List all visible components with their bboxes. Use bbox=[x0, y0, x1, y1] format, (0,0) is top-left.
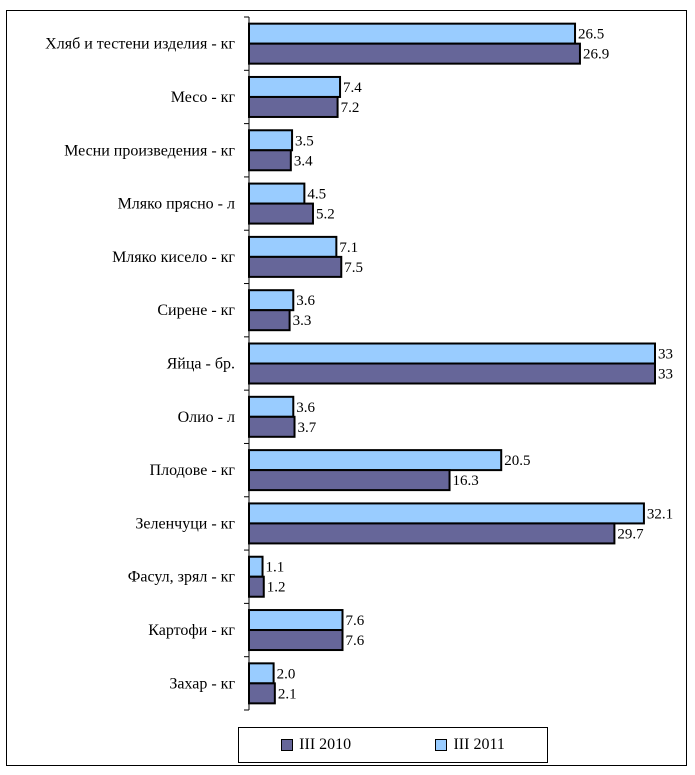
bar-2011 bbox=[248, 662, 275, 685]
data-label: 3.7 bbox=[298, 420, 317, 436]
bar-2011 bbox=[248, 449, 503, 472]
bar-2010 bbox=[248, 255, 343, 278]
category-label: Захар - кг bbox=[169, 675, 235, 692]
category-label: Олио - л bbox=[178, 409, 235, 426]
category-label: Мляко кисело - кг bbox=[112, 249, 235, 266]
category-label: Картофи - кг bbox=[148, 622, 235, 639]
data-label: 3.5 bbox=[295, 133, 314, 149]
data-label: 7.1 bbox=[339, 240, 358, 256]
category-label: Фасул, зрял - кг bbox=[128, 569, 236, 586]
bar-2010 bbox=[248, 95, 339, 118]
bar-2011 bbox=[248, 395, 295, 418]
data-label: 5.2 bbox=[316, 207, 335, 223]
legend-swatch-2010 bbox=[281, 739, 294, 751]
data-label: 33 bbox=[658, 347, 673, 363]
category-label: Месни произведения - кг bbox=[64, 142, 235, 159]
legend: III 2010 III 2011 bbox=[238, 727, 548, 763]
data-label: 26.9 bbox=[583, 47, 609, 63]
bar-2011 bbox=[248, 22, 577, 45]
data-label: 26.5 bbox=[578, 27, 604, 43]
legend-swatch-2011 bbox=[435, 739, 448, 751]
chart-frame bbox=[6, 10, 687, 766]
data-label: 20.5 bbox=[504, 453, 530, 469]
data-label: 32.1 bbox=[647, 506, 673, 522]
bar-2010 bbox=[248, 522, 616, 545]
legend-item-2010: III 2010 bbox=[281, 736, 351, 754]
bar-2010 bbox=[248, 149, 292, 172]
data-label: 33 bbox=[658, 367, 673, 383]
legend-label-2010: III 2010 bbox=[299, 736, 352, 753]
data-label: 1.2 bbox=[267, 580, 286, 596]
legend-item-2011: III 2011 bbox=[435, 736, 505, 754]
data-label: 29.7 bbox=[617, 526, 644, 542]
data-label: 16.3 bbox=[453, 473, 479, 489]
category-label: Сирене - кг bbox=[157, 302, 235, 319]
data-label: 3.3 bbox=[293, 313, 312, 329]
bar-2010 bbox=[248, 309, 291, 332]
bar-2010 bbox=[248, 575, 265, 598]
bar-2010 bbox=[248, 415, 296, 438]
bar-2010 bbox=[248, 682, 276, 705]
legend-label-2011: III 2011 bbox=[453, 736, 505, 753]
data-label: 7.6 bbox=[346, 633, 365, 649]
bar-2011 bbox=[248, 75, 342, 98]
bar-2010 bbox=[248, 42, 581, 65]
bar-2011 bbox=[248, 129, 294, 152]
category-label: Мляко прясно - л bbox=[118, 196, 235, 213]
bar-2010 bbox=[248, 202, 314, 225]
category-label: Месо - кг bbox=[171, 89, 236, 106]
bar-2011 bbox=[248, 235, 338, 258]
data-label: 7.5 bbox=[344, 260, 363, 276]
category-label: Плодове - кг bbox=[150, 462, 236, 479]
category-label: Зеленчуци - кг bbox=[135, 515, 235, 532]
category-label: Хляб и тестени изделия - кг bbox=[45, 36, 235, 53]
data-label: 7.2 bbox=[341, 100, 360, 116]
bar-2010 bbox=[248, 469, 451, 492]
bar-2011 bbox=[248, 289, 295, 312]
data-label: 2.0 bbox=[277, 666, 296, 682]
data-label: 7.6 bbox=[346, 613, 365, 629]
bar-2011 bbox=[248, 555, 264, 578]
bar-2010 bbox=[248, 362, 656, 385]
bar-2011 bbox=[248, 342, 656, 365]
data-label: 7.4 bbox=[343, 80, 362, 96]
category-label: Яйца - бр. bbox=[167, 356, 235, 373]
bar-2010 bbox=[248, 629, 344, 652]
bar-2011 bbox=[248, 609, 344, 632]
data-label: 3.6 bbox=[296, 400, 315, 416]
data-label: 1.1 bbox=[266, 560, 285, 576]
bar-2011 bbox=[248, 182, 306, 205]
data-label: 4.5 bbox=[307, 187, 326, 203]
data-label: 2.1 bbox=[278, 686, 297, 702]
data-label: 3.4 bbox=[294, 153, 313, 169]
bar-2011 bbox=[248, 502, 645, 525]
data-label: 3.6 bbox=[296, 293, 315, 309]
